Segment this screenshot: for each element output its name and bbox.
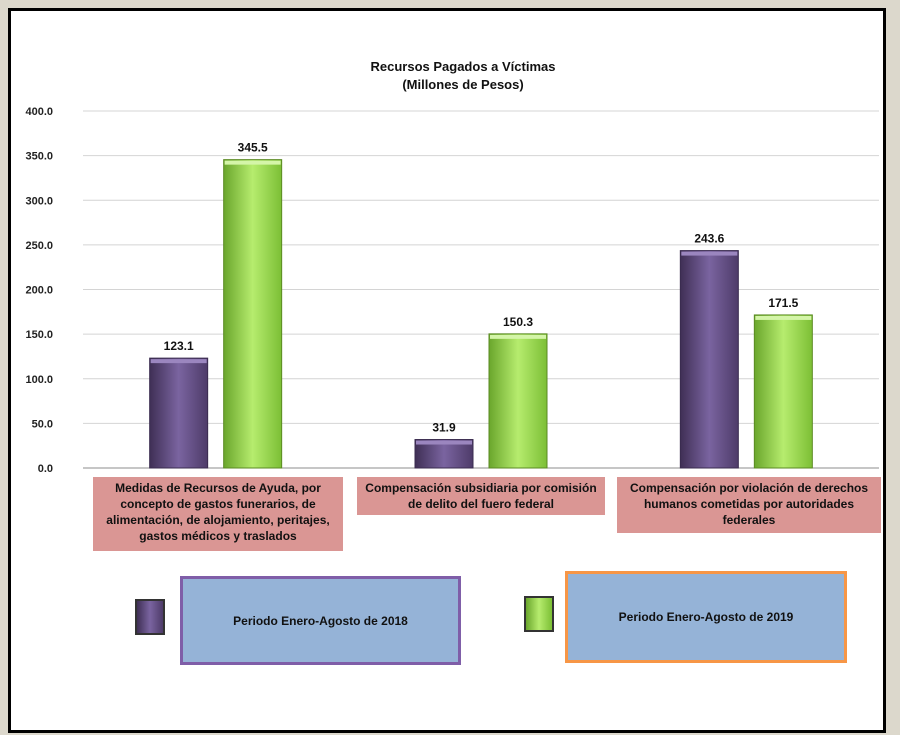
category-label-2: Compensación por violación de derechos h…	[617, 477, 881, 533]
data-label: 31.9	[432, 421, 456, 435]
bars	[149, 159, 813, 469]
category-label-0: Medidas de Recursos de Ayuda, por concep…	[93, 477, 343, 551]
chart-canvas: Recursos Pagados a Víctimas (Millones de…	[25, 59, 879, 475]
chart-subtitle: (Millones de Pesos)	[402, 77, 523, 92]
y-tick-label: 200.0	[25, 285, 53, 297]
y-tick-label: 350.0	[25, 151, 53, 163]
bar-2018-0	[149, 357, 209, 469]
data-label: 123.1	[164, 339, 194, 353]
gridlines	[83, 110, 879, 469]
data-labels: 123.1 31.9 243.6 345.5 150.3 171.5	[164, 141, 799, 435]
bar-top-highlight	[490, 334, 546, 339]
data-label: 171.5	[768, 296, 798, 310]
legend-box-2018: Periodo Enero-Agosto de 2018	[180, 576, 461, 665]
category-label-1: Compensación subsidiaria por comisión de…	[357, 477, 605, 515]
legend-swatch-2018	[135, 599, 165, 635]
bar-2019-1	[488, 333, 548, 469]
y-tick-label: 50.0	[32, 418, 53, 430]
chart-title: Recursos Pagados a Víctimas	[371, 59, 556, 74]
bar-top-highlight	[224, 160, 281, 165]
bar-top-highlight	[755, 315, 812, 320]
bar-2019-0	[223, 159, 283, 469]
legend-label-2019: Periodo Enero-Agosto de 2019	[618, 610, 794, 624]
y-tick-label: 0.0	[38, 463, 53, 475]
legend-swatch-2019	[524, 596, 554, 632]
y-tick-label: 100.0	[25, 374, 53, 386]
y-tick-label: 150.0	[25, 329, 53, 341]
legend-box-2019: Periodo Enero-Agosto de 2019	[565, 571, 847, 663]
legend-label-2018: Periodo Enero-Agosto de 2018	[233, 613, 408, 628]
bar-top-highlight	[416, 440, 472, 445]
data-label: 150.3	[503, 315, 533, 329]
y-tick-label: 300.0	[25, 195, 53, 207]
bar-2019-2	[753, 314, 813, 469]
bar-top-highlight	[681, 251, 738, 256]
bar-2018-2	[679, 250, 739, 469]
data-label: 345.5	[238, 141, 268, 155]
y-tick-label: 400.0	[25, 106, 53, 118]
chart-frame: Recursos Pagados a Víctimas (Millones de…	[8, 8, 886, 733]
data-label: 243.6	[694, 232, 724, 246]
y-tick-label: 250.0	[25, 240, 53, 252]
bar-top-highlight	[150, 359, 207, 364]
y-axis-ticks: 0.0 50.0 100.0 150.0 200.0 250.0 300.0 350.0 400…	[25, 106, 53, 475]
